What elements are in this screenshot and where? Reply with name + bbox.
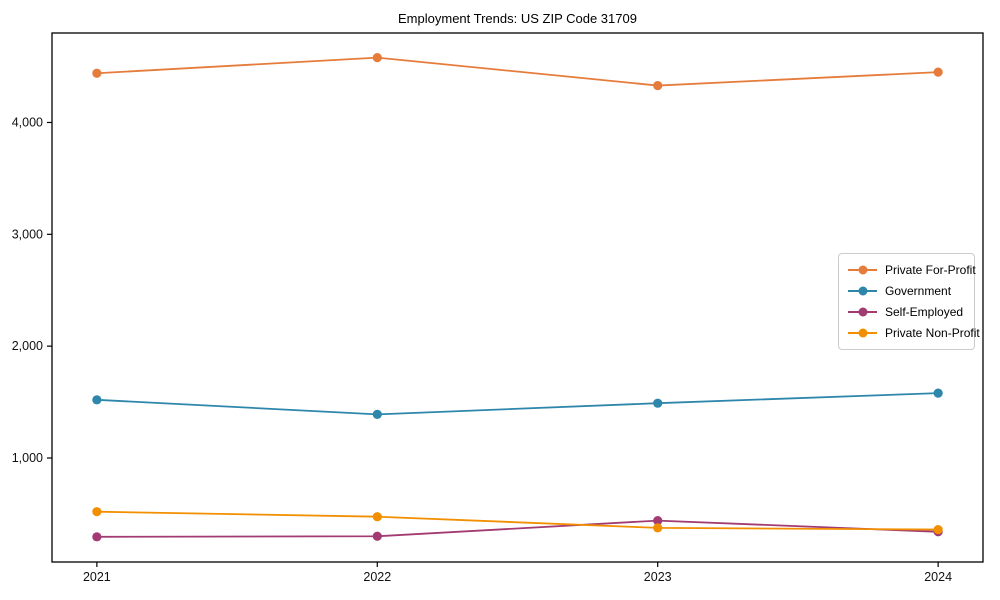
- legend-label: Private Non-Profit: [885, 326, 980, 340]
- y-tick-label: 3,000: [12, 227, 43, 241]
- legend-label: Government: [885, 284, 952, 298]
- series-marker: [933, 524, 943, 535]
- series-marker: [653, 398, 663, 408]
- series-marker: [653, 523, 663, 533]
- plot-frame: [51, 32, 984, 563]
- series-marker: [653, 516, 663, 526]
- series-marker: [92, 68, 102, 78]
- series-marker: [92, 507, 102, 517]
- legend-label: Self-Employed: [885, 305, 964, 319]
- y-tick-label: 4,000: [12, 115, 43, 129]
- x-tick-label: 2022: [363, 570, 391, 584]
- series-line-government: [96, 392, 939, 416]
- legend-marker-icon: [848, 307, 877, 318]
- y-tick-label: 1,000: [12, 451, 43, 465]
- series-line-self-employed: [96, 519, 939, 538]
- x-tick-label: 2023: [644, 570, 672, 584]
- series-marker: [92, 532, 102, 542]
- series-line-private-for-profit: [96, 56, 939, 87]
- series-marker: [933, 388, 943, 398]
- x-tick-label: 2021: [83, 570, 111, 584]
- series-marker: [372, 409, 382, 419]
- legend-marker-icon: [848, 265, 877, 276]
- legend-marker-icon: [848, 286, 877, 297]
- legend-item: Self-Employed: [848, 304, 965, 320]
- x-tick-label: 2024: [924, 570, 952, 584]
- series-marker: [372, 531, 382, 541]
- legend-marker-icon: [848, 328, 877, 339]
- series-marker: [933, 67, 943, 77]
- legend-item: Private For-Profit: [848, 262, 976, 278]
- chart-title: Employment Trends: US ZIP Code 31709: [398, 11, 637, 26]
- series-marker: [372, 53, 382, 63]
- series-marker: [653, 80, 663, 91]
- series-marker: [92, 395, 102, 405]
- series-line-private-non-profit: [96, 510, 939, 531]
- legend-label: Private For-Profit: [885, 263, 976, 277]
- legend-item: Government: [848, 283, 965, 299]
- legend-item: Private Non-Profit: [848, 325, 980, 341]
- legend: Private For-Profit Government Self-Employe…: [838, 253, 980, 350]
- series-marker: [372, 512, 382, 522]
- y-tick-label: 2,000: [12, 339, 43, 353]
